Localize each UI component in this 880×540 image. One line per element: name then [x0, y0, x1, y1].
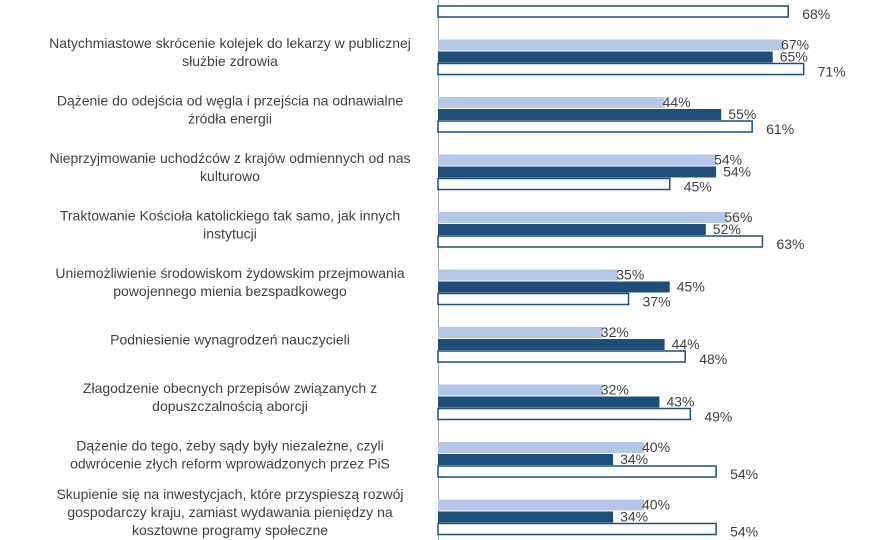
category-label-9-line-3: kosztowne programy społeczne — [132, 522, 328, 538]
bar-cat-3-series-2 — [438, 166, 717, 178]
bar-cat-7-series-2 — [438, 396, 660, 408]
bar-cat-9-series-3 — [437, 522, 717, 536]
bar-cat-5-series-2 — [438, 281, 670, 293]
bar-cat-5-series-1 — [438, 269, 619, 281]
bar-cat-2-series-1 — [438, 97, 665, 108]
bar-cat-6-series-1 — [438, 327, 603, 338]
data-label-cat-5-series-1: 35% — [616, 267, 644, 283]
data-label-cat-3-series-1: 54% — [714, 152, 742, 168]
data-label-cat-6-series-2: 44% — [672, 336, 700, 352]
bar-cat-4-series-2 — [438, 224, 706, 235]
category-label-3-line-2: kulturowo — [200, 168, 260, 184]
data-label-cat-2-series-1: 44% — [663, 94, 691, 110]
data-label-cat-1-series-2: 65% — [780, 49, 808, 65]
category-label-4-line-1: Traktowanie Kościoła katolickiego tak sa… — [60, 208, 400, 224]
data-label-cat-3-series-2: 54% — [723, 164, 751, 180]
category-label-7-line-2: dopuszczalnością aborcji — [152, 398, 308, 414]
data-label-cat-8-series-2: 34% — [620, 451, 648, 467]
bar-cat-3-series-1 — [438, 154, 717, 166]
category-label-7-line-1: Złagodzenie obecnych przepisów związanyc… — [83, 380, 377, 396]
data-label-cat-5-series-3: 37% — [643, 294, 671, 310]
bar-cat-8-series-2 — [438, 454, 614, 465]
bar-cat-1-series-3 — [437, 62, 805, 76]
data-label-partial-series-3: 68% — [802, 6, 830, 22]
category-label-5-line-1: Uniemożliwienie środowiskom żydowskim pr… — [55, 265, 405, 281]
category-label-4-line-2: instytucji — [203, 226, 257, 242]
bar-cat-3-series-3 — [437, 177, 671, 191]
bar-cat-1-series-1 — [438, 39, 784, 51]
data-label-cat-9-series-1: 40% — [642, 497, 670, 513]
data-label-cat-4-series-3: 63% — [776, 236, 804, 252]
bar-cat-6-series-2 — [438, 339, 665, 350]
data-label-cat-9-series-3: 54% — [730, 524, 758, 540]
data-label-cat-1-series-3: 71% — [818, 64, 846, 80]
bar-cat-7-series-1 — [438, 384, 603, 396]
category-label-5-line-2: powojennego mienia bezspadkowego — [113, 283, 347, 299]
bar-cat-6-series-3 — [437, 350, 686, 363]
data-label-cat-7-series-3: 49% — [704, 409, 732, 425]
bar-cat-5-series-3 — [437, 292, 630, 306]
bar-cat-4-series-3 — [437, 235, 764, 248]
bar-partial-series-3 — [437, 5, 789, 18]
category-label-3-line-1: Nieprzyjmowanie uchodźców z krajów odmie… — [49, 150, 410, 166]
data-label-cat-9-series-2: 34% — [620, 509, 648, 525]
data-label-cat-7-series-2: 43% — [666, 394, 694, 410]
bar-cat-7-series-3 — [437, 407, 692, 421]
category-label-8-line-2: odwrócenie złych reform wprowadzonych pr… — [70, 456, 390, 472]
bar-cat-8-series-1 — [438, 442, 644, 453]
bar-cat-9-series-2 — [438, 511, 614, 523]
data-label-cat-2-series-2: 55% — [728, 106, 756, 122]
bar-cat-2-series-3 — [437, 120, 753, 133]
bar-cat-8-series-3 — [437, 465, 717, 478]
data-label-cat-6-series-1: 32% — [601, 324, 629, 340]
category-label-1-line-2: służbie zdrowia — [182, 53, 278, 69]
category-label-9-line-1: Skupienie się na inwestycjach, które prz… — [56, 486, 403, 502]
data-label-cat-1-series-1: 67% — [781, 37, 809, 53]
data-label-cat-8-series-1: 40% — [642, 439, 670, 455]
data-label-cat-4-series-1: 56% — [724, 209, 752, 225]
data-label-cat-8-series-3: 54% — [730, 466, 758, 482]
data-label-cat-7-series-1: 32% — [601, 382, 629, 398]
data-label-cat-3-series-3: 45% — [684, 179, 712, 195]
data-label-cat-4-series-2: 52% — [713, 221, 741, 237]
data-label-cat-5-series-2: 45% — [677, 279, 705, 295]
bar-cat-1-series-2 — [438, 51, 773, 63]
category-label-6-line-1: Podniesienie wynagrodzeń nauczycieli — [110, 332, 350, 348]
bar-cat-9-series-1 — [438, 499, 644, 511]
category-label-2-line-2: źródła energii — [188, 111, 272, 127]
category-label-2-line-1: Dążenie do odejścia od węgla i przejścia… — [57, 93, 404, 109]
bar-cat-2-series-2 — [438, 109, 722, 120]
category-label-8-line-1: Dążenie do tego, żeby sądy były niezależ… — [76, 438, 383, 454]
data-label-cat-6-series-3: 48% — [699, 351, 727, 367]
category-label-9-line-2: gospodarczy kraju, zamiast wydawania pie… — [67, 504, 392, 520]
bar-cat-4-series-1 — [438, 212, 727, 223]
data-label-cat-2-series-3: 61% — [766, 121, 794, 137]
category-label-1-line-1: Natychmiastowe skrócenie kolejek do leka… — [49, 35, 411, 51]
